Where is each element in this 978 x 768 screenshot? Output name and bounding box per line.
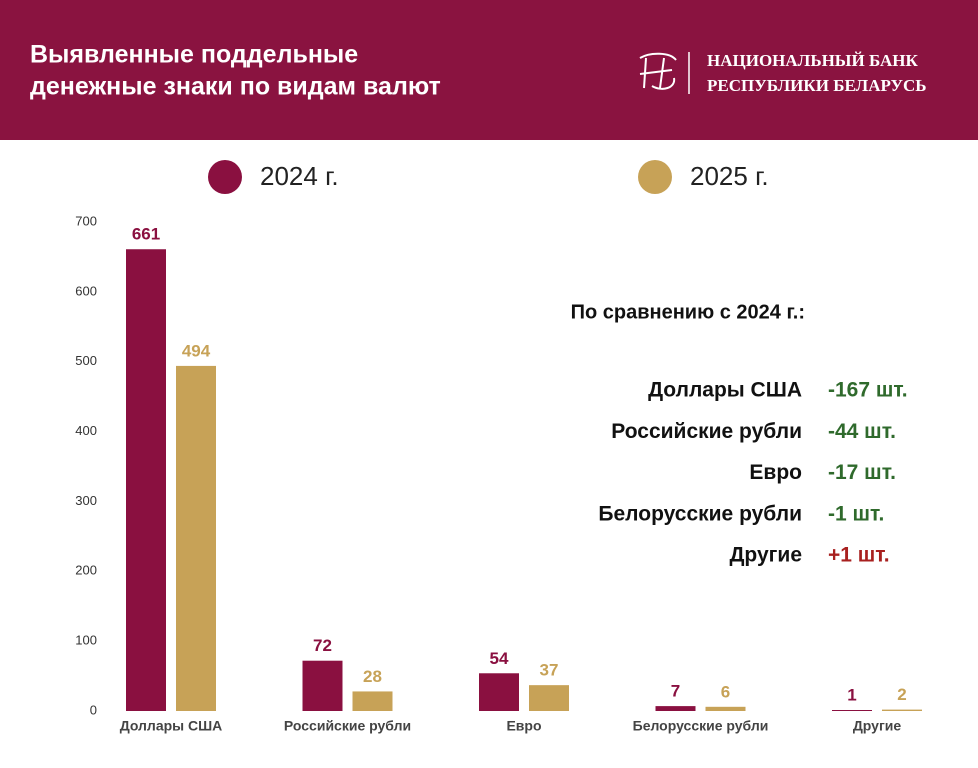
comparison-change: -44 шт. — [828, 420, 896, 443]
comparison-change: -167 шт. — [828, 379, 908, 402]
comparison-change: -17 шт. — [828, 461, 896, 484]
comparison-label: Белорусские рубли — [598, 502, 802, 525]
value-label: 6 — [721, 682, 730, 701]
x-tick-label: Другие — [853, 718, 902, 734]
bank-name: РЕСПУБЛИКИ БЕЛАРУСЬ — [707, 76, 926, 95]
y-tick-label: 500 — [75, 353, 97, 368]
bar — [832, 710, 872, 711]
bank-logo — [639, 52, 690, 94]
header-band — [0, 0, 978, 140]
comparison-label: Другие — [729, 544, 802, 567]
bar — [479, 673, 519, 711]
value-label: 494 — [182, 341, 211, 360]
value-label: 28 — [363, 667, 382, 686]
comparison-label: Евро — [749, 461, 802, 484]
value-label: 2 — [897, 685, 906, 704]
x-tick-label: Доллары США — [120, 718, 223, 734]
value-label: 54 — [490, 649, 509, 668]
value-label: 72 — [313, 636, 332, 655]
comparison-label: Российские рубли — [611, 420, 802, 443]
x-tick-label: Российские рубли — [284, 718, 411, 734]
y-tick-label: 700 — [75, 213, 97, 228]
legend-swatch — [208, 160, 242, 194]
y-tick-label: 0 — [90, 702, 97, 717]
bar — [705, 706, 746, 711]
bar — [655, 706, 696, 711]
value-label: 37 — [540, 661, 559, 680]
comparison-change: +1 шт. — [828, 544, 890, 567]
comparison-change: -1 шт. — [828, 502, 884, 525]
legend-swatch — [638, 160, 672, 194]
x-tick-label: Евро — [506, 718, 541, 734]
bar — [176, 365, 216, 711]
title-line: Выявленные поддельные — [30, 41, 358, 69]
title-line: денежные знаки по видам валют — [30, 73, 441, 101]
value-label: 661 — [132, 225, 160, 244]
value-label: 1 — [847, 685, 856, 704]
x-tick-label: Белорусские рубли — [633, 718, 769, 734]
y-tick-label: 400 — [75, 423, 97, 438]
bar — [126, 249, 166, 711]
y-tick-label: 600 — [75, 283, 97, 298]
y-tick-label: 300 — [75, 493, 97, 508]
comparison-title: По сравнению с 2024 г.: — [571, 301, 805, 323]
legend-label: 2025 г. — [690, 161, 769, 191]
bar — [352, 691, 393, 711]
legend-label: 2024 г. — [260, 161, 339, 191]
y-tick-label: 200 — [75, 563, 97, 578]
bar — [529, 685, 569, 711]
value-label: 7 — [671, 682, 680, 701]
bar — [302, 660, 343, 711]
comparison-label: Доллары США — [648, 379, 802, 402]
bar — [882, 709, 922, 711]
bank-name: НАЦИОНАЛЬНЫЙ БАНК — [707, 51, 918, 70]
y-tick-label: 100 — [75, 633, 97, 648]
